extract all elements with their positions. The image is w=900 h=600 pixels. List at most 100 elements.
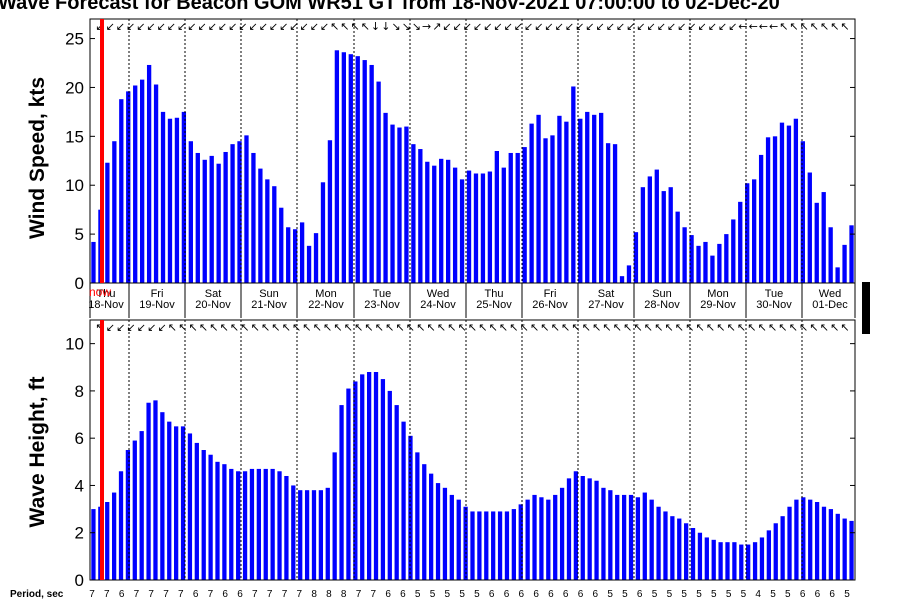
wave-direction-arrow: ↖ xyxy=(520,321,529,334)
wind-direction-arrow: ← xyxy=(749,20,758,33)
wave-bar xyxy=(408,435,413,580)
wave-direction-arrow: ↖ xyxy=(530,321,539,334)
wind-bar xyxy=(126,91,131,283)
period-value: 5 xyxy=(696,589,702,600)
wind-bar xyxy=(849,225,854,283)
wind-direction-arrow: ↙ xyxy=(310,20,319,33)
day-label-strip: Thu18-NovFri19-NovSat20-NovSun21-NovMon2… xyxy=(88,282,856,318)
wave-bar xyxy=(697,532,703,580)
wind-bar xyxy=(745,183,750,283)
wave-direction-arrow: ↖ xyxy=(282,321,291,334)
wave-direction-arrow: ↖ xyxy=(737,321,746,334)
wind-bar xyxy=(731,219,736,283)
wind-bar xyxy=(404,126,409,283)
wave-bar xyxy=(752,542,758,580)
wind-direction-arrow: ↙ xyxy=(463,20,472,33)
period-value: 7 xyxy=(104,589,110,600)
wind-bar xyxy=(473,173,479,283)
wave-bar xyxy=(387,390,392,580)
wind-bar xyxy=(661,191,666,283)
wind-direction-arrow: ↖ xyxy=(361,20,370,33)
day-label-dow: Thu xyxy=(485,288,504,300)
wind-bar xyxy=(369,64,374,284)
wind-bar xyxy=(738,201,743,283)
wind-direction-arrows: ↙↙↙↙↙↙↙↙↙↙↙↙↙↙↙↙↙↙↙↙↙↙↙↖↖↖↖↓↓↘↘↘→↗↙↙↙↙↙↙… xyxy=(95,20,849,33)
period-value: 6 xyxy=(800,589,806,600)
wave-direction-arrow: ↖ xyxy=(426,321,435,334)
wave-bar xyxy=(518,504,523,580)
wave-bar xyxy=(284,476,289,580)
wave-bar xyxy=(456,499,461,580)
wind-direction-arrow: ↙ xyxy=(687,20,696,33)
wave-plot-frame xyxy=(89,319,856,581)
wind-bar xyxy=(571,86,576,283)
wind-direction-arrow: ↙ xyxy=(626,20,635,33)
period-value: 6 xyxy=(578,589,584,600)
wind-bar xyxy=(153,84,159,283)
wind-bar xyxy=(167,118,173,283)
wind-direction-arrow: ↙ xyxy=(126,20,135,33)
wind-bar xyxy=(480,173,486,283)
period-value: 6 xyxy=(533,589,539,600)
wave-direction-arrow: ↖ xyxy=(458,321,467,334)
wave-bar xyxy=(704,537,709,580)
wind-bar xyxy=(160,111,166,283)
wave-direction-arrow: ↖ xyxy=(292,321,301,334)
wave-direction-arrow: ↙ xyxy=(137,321,146,334)
wave-direction-arrow: ↙ xyxy=(157,321,166,334)
wave-bar xyxy=(553,494,558,580)
wave-bar xyxy=(229,468,234,580)
period-value: 6 xyxy=(637,589,643,600)
wave-direction-arrow: ↙ xyxy=(126,321,135,334)
wave-bar xyxy=(194,442,199,580)
wind-direction-arrow: ↙ xyxy=(299,20,308,33)
wind-bar xyxy=(258,168,263,283)
wave-direction-arrow: ↖ xyxy=(706,321,715,334)
wind-bar xyxy=(592,114,597,283)
wind-bar xyxy=(842,244,847,283)
wave-direction-arrow: ↖ xyxy=(820,321,829,334)
wave-bar xyxy=(615,494,620,580)
period-value: 6 xyxy=(193,589,199,600)
wave-bar xyxy=(470,511,475,580)
wind-bar xyxy=(418,149,423,283)
wave-bar xyxy=(422,464,427,580)
wave-direction-arrow: ↖ xyxy=(592,321,601,334)
period-value: 7 xyxy=(267,589,273,600)
wave-direction-arrow: ↖ xyxy=(747,321,756,334)
wind-direction-arrow: ↙ xyxy=(167,20,176,33)
wind-direction-arrow: ↖ xyxy=(340,20,349,33)
wind-bar xyxy=(675,211,680,283)
wind-bar xyxy=(724,234,729,283)
period-value: 5 xyxy=(474,589,480,600)
wave-bar xyxy=(532,494,537,580)
wind-bar xyxy=(432,165,437,283)
wind-bar xyxy=(508,152,513,283)
wave-bar xyxy=(690,528,696,580)
wind-bar xyxy=(202,159,207,283)
wind-bar xyxy=(376,81,381,283)
wind-bar xyxy=(564,121,569,283)
wave-tick-label: 2 xyxy=(75,524,84,543)
chart-title: Wave Forecast for Beacon GOM WR51 GT fro… xyxy=(0,0,780,14)
wave-bar xyxy=(594,480,599,580)
period-value: 6 xyxy=(563,589,569,600)
wave-bar xyxy=(236,471,241,580)
wind-bar xyxy=(717,243,722,283)
wave-bar xyxy=(435,483,441,580)
wind-direction-arrow: ↓ xyxy=(371,20,380,33)
wind-direction-arrow: ↙ xyxy=(565,20,574,33)
wave-direction-arrow: ↖ xyxy=(385,321,394,334)
wave-bar xyxy=(656,506,661,580)
wave-bar xyxy=(504,511,510,580)
wave-direction-arrow: ↖ xyxy=(437,321,446,334)
period-value: 5 xyxy=(741,589,747,600)
period-value: 6 xyxy=(400,589,406,600)
day-label-date: 25-Nov xyxy=(476,299,512,311)
wave-bar xyxy=(304,490,310,580)
wave-bar xyxy=(808,499,813,580)
scrollbar-handle[interactable] xyxy=(862,282,870,334)
wind-bar xyxy=(605,143,611,283)
